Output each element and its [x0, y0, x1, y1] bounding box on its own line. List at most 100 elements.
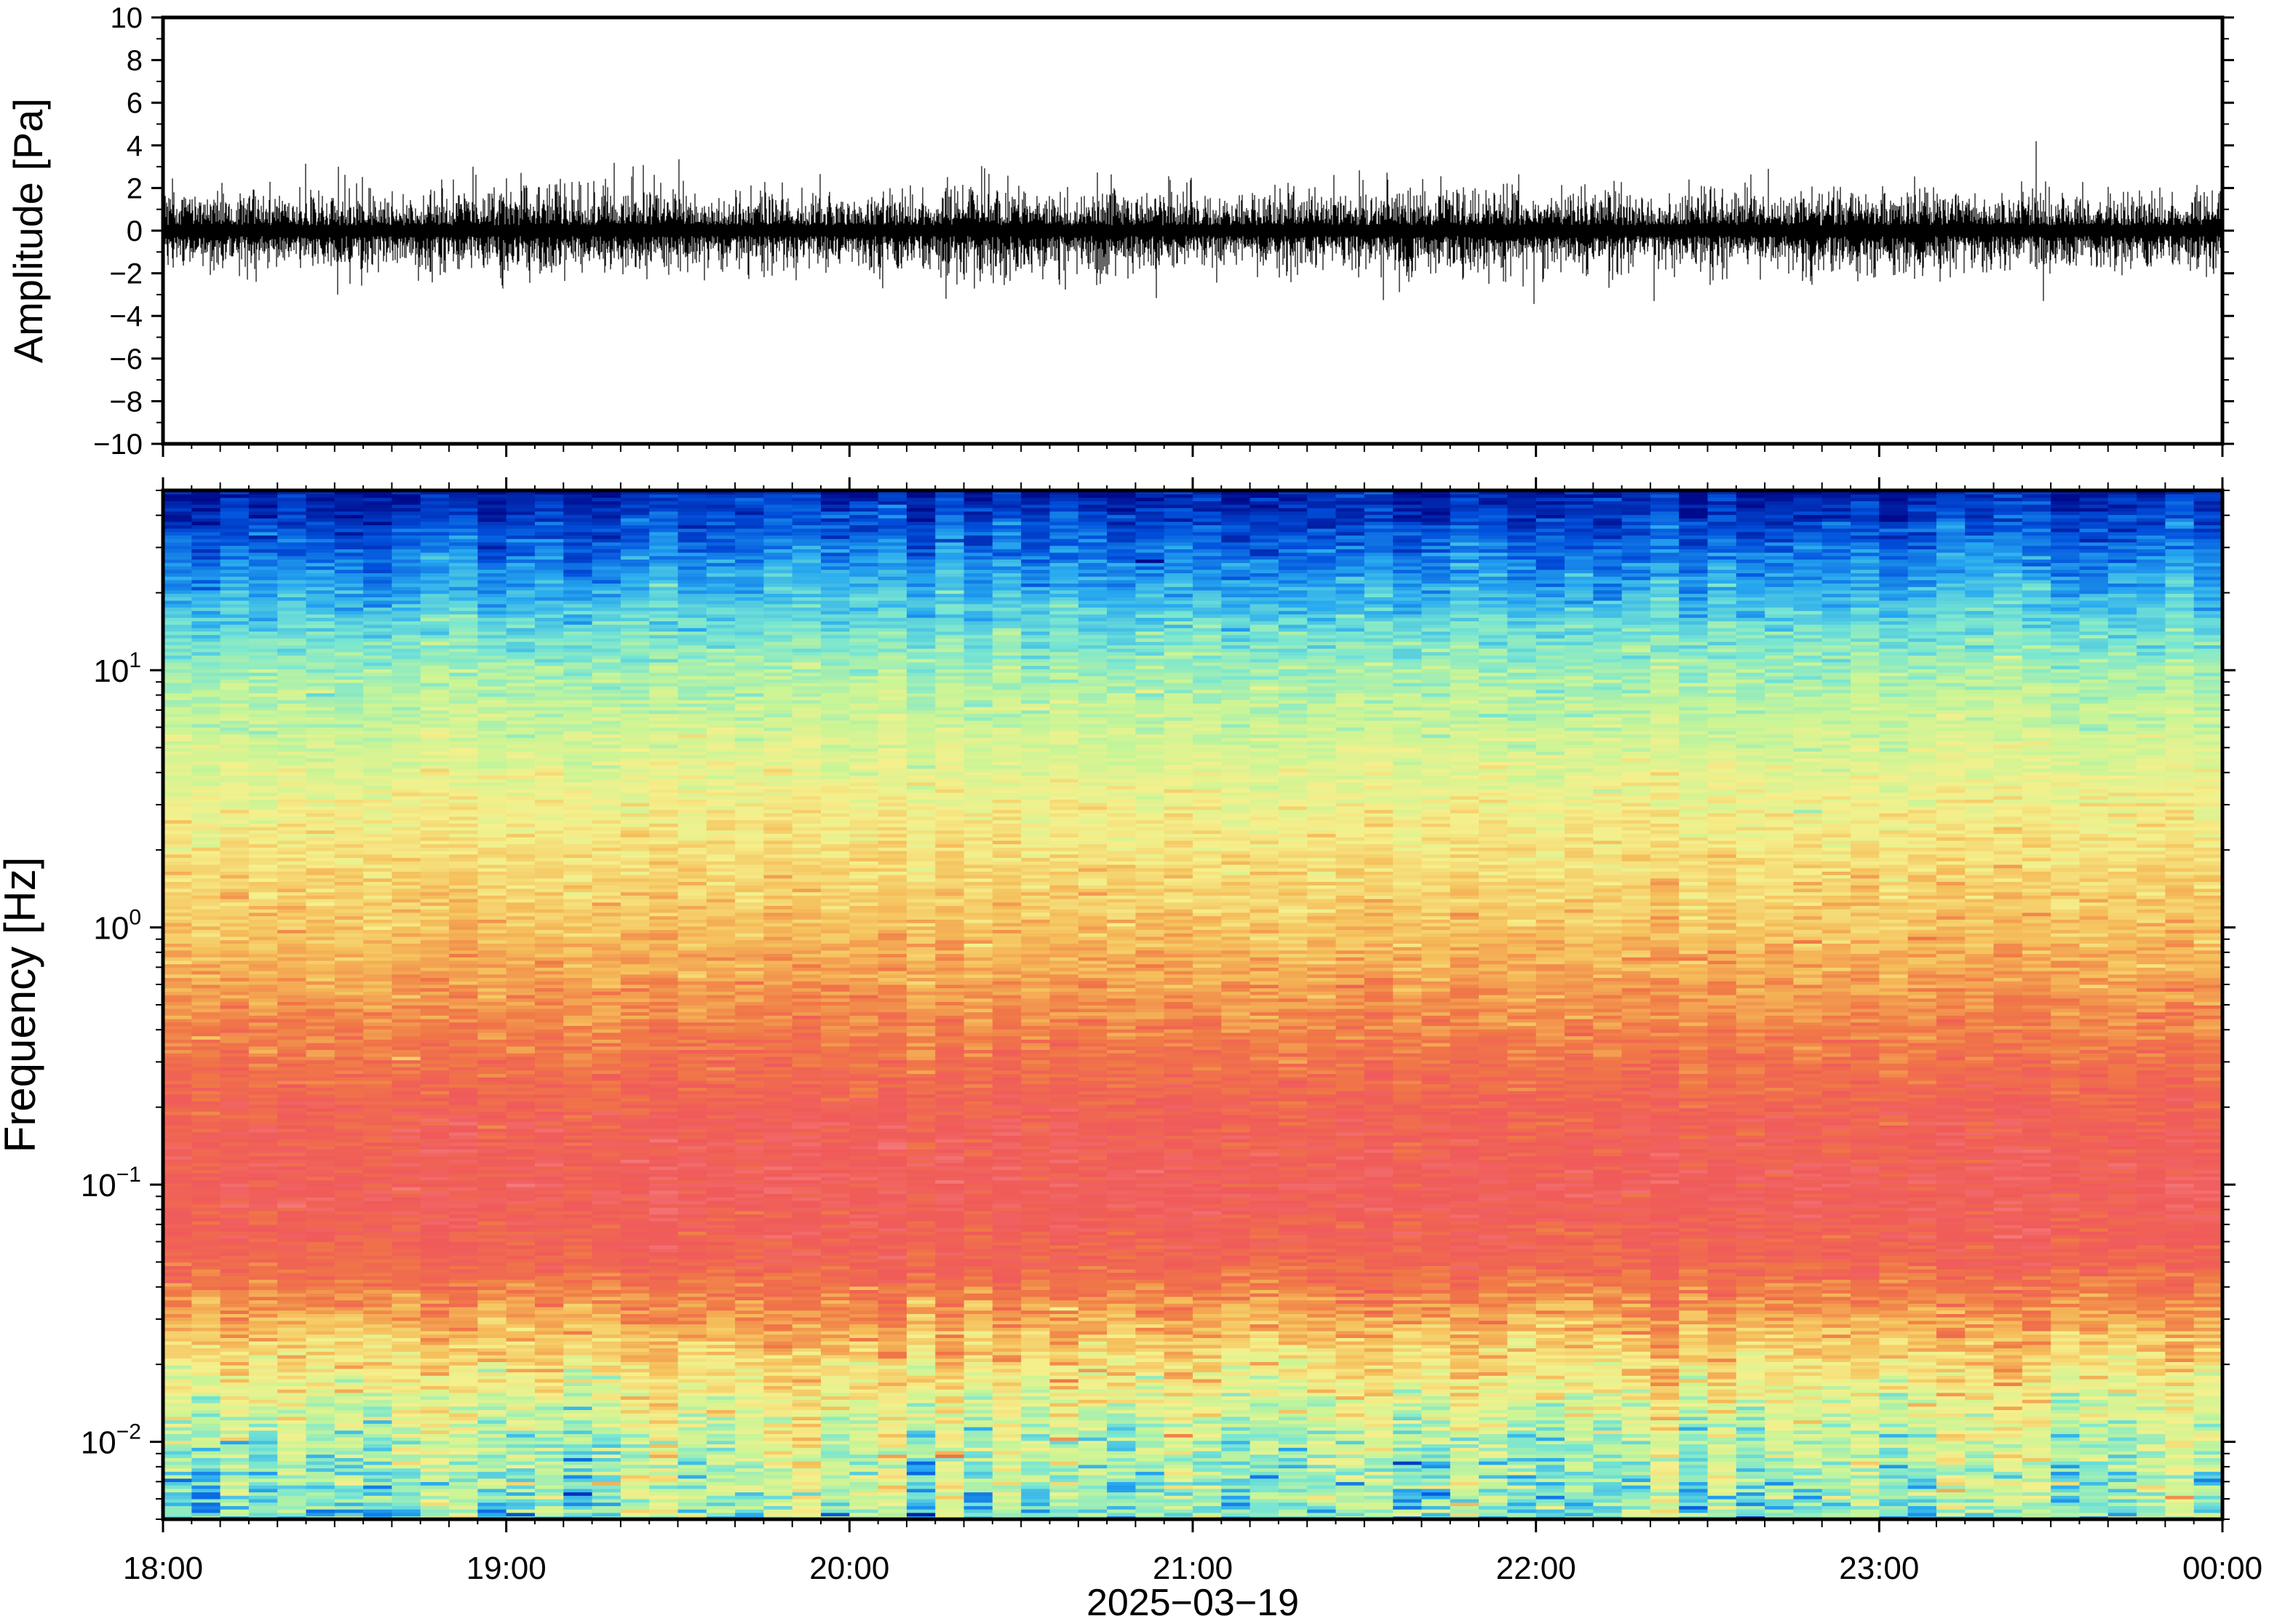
spectrogram-cell: [220, 1345, 250, 1349]
spectrogram-cell: [1650, 1375, 1680, 1380]
spectrogram-cell: [1250, 1321, 1279, 1325]
spectrogram-cell: [792, 1513, 822, 1517]
spectrogram-cell: [1908, 1413, 1937, 1417]
spectrogram-cell: [964, 1303, 993, 1307]
spectrogram-cell: [935, 1337, 964, 1342]
spectrogram-cell: [878, 1293, 907, 1297]
spectrogram-cell: [1135, 1471, 1164, 1476]
spectrogram-cell: [563, 1372, 592, 1376]
spectrogram-cell: [2194, 1396, 2223, 1400]
spectrogram-cell: [735, 1297, 764, 1301]
spectrogram-cell: [2108, 1509, 2137, 1513]
spectrogram-cell: [935, 1444, 964, 1448]
spectrogram-cell: [191, 1385, 220, 1390]
spectrogram-cell: [2079, 1409, 2108, 1414]
spectrogram-cell: [1936, 1468, 1966, 1472]
spectrogram-cell: [878, 1313, 907, 1318]
spectrogram-cell: [1164, 1385, 1193, 1390]
spectrogram-cell: [2051, 1513, 2080, 1517]
spectrogram-cell: [1307, 1297, 1336, 1301]
spectrogram-cell: [363, 1492, 392, 1496]
spectrogram-cell: [2165, 1327, 2194, 1332]
spectrogram-cell: [1078, 1321, 1108, 1325]
spectrogram-cell: [821, 1444, 850, 1448]
spectrogram-cell: [1908, 1475, 1937, 1479]
spectrogram-cell: [1078, 1433, 1108, 1438]
spectrogram-cell: [335, 1317, 364, 1321]
spectrogram-cell: [163, 1489, 192, 1493]
spectrogram-cell: [1479, 1430, 1508, 1434]
spectrogram-cell: [1565, 1369, 1594, 1373]
spectrogram-cell: [1679, 1485, 1708, 1489]
spectrogram-cell: [2194, 1372, 2223, 1376]
spectrogram-cell: [1565, 1327, 1594, 1332]
spectrogram-cell: [2108, 1393, 2137, 1397]
spectrogram-cell: [935, 1409, 964, 1414]
spectrogram-cell: [1736, 1399, 1765, 1404]
spectrogram-cell: [849, 1289, 878, 1294]
spectrogram-cell: [1736, 1289, 1765, 1294]
spectrogram-cell: [907, 1399, 936, 1404]
spectrogram-cell: [1793, 1492, 1822, 1496]
spectrogram-cell: [763, 1513, 792, 1517]
spectrogram-cell: [993, 1471, 1022, 1476]
spectrogram-cell: [1650, 1461, 1680, 1465]
spectrogram-cell: [535, 1303, 564, 1307]
spectrogram-cell: [821, 1454, 850, 1458]
spectrogram-cell: [535, 1403, 564, 1407]
spectrogram-cell: [592, 1365, 621, 1369]
spectrogram-cell: [1965, 1379, 1994, 1383]
spectrogram-cell: [1565, 1427, 1594, 1431]
spectrogram-cell: [1078, 1289, 1108, 1294]
spectrogram-cell: [878, 1361, 907, 1366]
spectrogram-cell: [1421, 1351, 1450, 1356]
spectrogram-cell: [907, 1331, 936, 1335]
spectrogram-cell: [1994, 1379, 2023, 1383]
spectrogram-cell: [191, 1327, 220, 1332]
spectrogram-cell: [1851, 1454, 1880, 1458]
spectrogram-cell: [1593, 1481, 1622, 1486]
spectrogram-cell: [392, 1303, 421, 1307]
spectrogram-cell: [1765, 1495, 1794, 1500]
spectrogram-cell: [220, 1334, 250, 1338]
spectrogram-cell: [1279, 1509, 1308, 1513]
spectrogram-cell: [1135, 1457, 1164, 1462]
spectrogram-cell: [849, 1389, 878, 1393]
spectrogram-cell: [621, 1358, 650, 1362]
spectrogram-cell: [1708, 1375, 1737, 1380]
spectrogram-cell: [563, 1461, 592, 1465]
spectrogram-cell: [335, 1513, 364, 1517]
spectrogram-cell: [1994, 1468, 2023, 1472]
spectrogram-cell: [1994, 1441, 2023, 1445]
spectrogram-cell: [1793, 1396, 1822, 1400]
spectrogram-cell: [1793, 1299, 1822, 1304]
spectrogram-cell: [935, 1505, 964, 1510]
spectrogram-cell: [821, 1351, 850, 1356]
spectrogram-cell: [163, 1513, 192, 1517]
spectrogram-cell: [392, 1409, 421, 1414]
spectrogram-cell: [1936, 1495, 1966, 1500]
spectrogram-cell: [1421, 1430, 1450, 1434]
spectrogram-cell: [220, 1489, 250, 1493]
spectrogram-cell: [1193, 1286, 1222, 1290]
spectrogram-cell: [2165, 1513, 2194, 1517]
spectrogram-cell: [1221, 1478, 1250, 1482]
spectrogram-cell: [1193, 1406, 1222, 1410]
spectrogram-cell: [1221, 1286, 1250, 1290]
spectrogram-cell: [2022, 1341, 2051, 1345]
spectrogram-cell: [964, 1324, 993, 1328]
spectrogram-cell: [621, 1396, 650, 1400]
spectrogram-cell: [2108, 1396, 2137, 1400]
spectrogram-cell: [849, 1471, 878, 1476]
spectrogram-cell: [1622, 1430, 1651, 1434]
spectrogram-cell: [1421, 1293, 1450, 1297]
spectrogram-cell: [421, 1345, 450, 1349]
spectrogram-cell: [191, 1348, 220, 1352]
spectrogram-cell: [763, 1372, 792, 1376]
spectrogram-cell: [535, 1345, 564, 1349]
spectrogram-cell: [392, 1355, 421, 1359]
spectrogram-cell: [1107, 1471, 1136, 1476]
spectrogram-cell: [849, 1420, 878, 1424]
spectrogram-cell: [1279, 1382, 1308, 1386]
spectrogram-cell: [1164, 1427, 1193, 1431]
